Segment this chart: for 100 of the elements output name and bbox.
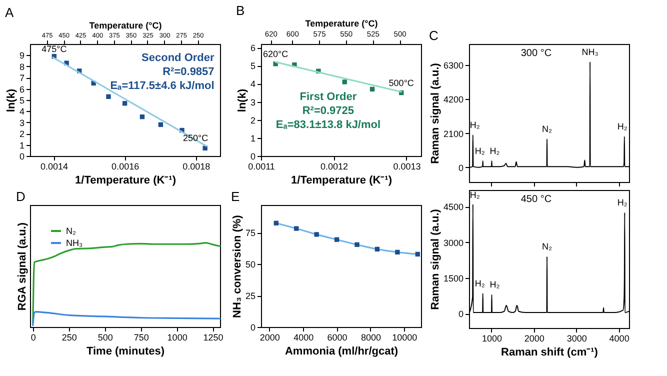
point [370,86,375,92]
annotation: H₂ [470,190,480,200]
y-axis-title: Raman signal (a.u.) [429,208,442,310]
x-axis-title: 1/Temperature (K⁻¹) [75,174,176,186]
x-tick-label: 2000 [260,332,280,342]
annotation: Second Order [142,52,216,64]
x-axis-title: Ammonia (ml/hr/gcat) [284,346,398,358]
x-tick-label: 250 [62,332,77,342]
legend-label: NH₃ [66,238,83,248]
annotation: H₂ [617,122,628,132]
y-tick-label: 0 [250,322,256,332]
point [158,122,164,127]
point [314,232,319,237]
y-tick-label: 6 [19,84,24,94]
x-tick-label: 0.0016 [112,162,140,172]
annotation: 500°C [388,78,414,88]
x-tick-label: 750 [134,332,149,342]
y-tick-label: 0 [19,152,24,162]
x-tick-label: 0 [30,332,36,342]
annotation: H₂ [474,278,486,288]
annotation: Eₐ=83.1±13.8 kJ/mol [276,119,381,132]
x-tick-label: 0.0011 [248,162,275,172]
point [202,146,208,151]
y-tick-label: 5 [250,61,256,72]
x-tick-label: 1000 [167,332,188,342]
y-tick-label: 1 [19,140,24,150]
annotation: R²=0.9857 [162,66,214,78]
y-tick-label: 1500 [443,274,464,284]
chart-title: C [428,28,438,43]
y-tick-label: 2100 [443,128,464,139]
y-tick-label: 4500 [443,202,464,212]
point [415,252,420,257]
annotation: H₂ [474,146,486,156]
y-tick-label: 4200 [443,94,464,105]
x-tick-label: 6000 [327,332,348,342]
annotation: 620°C [262,48,289,59]
x-axis-title: Raman shift (cm⁻¹) [501,346,598,358]
chart-title: E [230,189,240,204]
x-tick-label: 4000 [609,334,630,344]
y-tick-label: 3 [250,97,256,108]
y-tick-label: 3 [19,118,24,128]
point [354,242,360,247]
annotation: H₂ [617,198,628,208]
x2-axis-title: Temperature (°C) [89,20,162,30]
y-tick-label: 0 [250,152,256,162]
annotation: NH₃ [582,46,599,57]
annotation: H₂ [470,120,480,130]
x-tick-label: 1000 [482,334,502,344]
annotation: First Order [300,91,358,104]
x-tick-label: 2000 [524,334,544,344]
x-tick-label: 8000 [360,332,381,342]
annotation: N₂ [542,242,553,252]
y-tick-label: 6 [250,43,256,54]
y-tick-label: 75 [245,228,256,238]
y-tick-label: 50 [245,260,256,270]
y-tick-label: 4 [250,79,256,90]
x-tick-label: 1250 [203,332,224,342]
y-axis-title: Raman signal (a.u.) [429,62,442,164]
annotation: Eₐ=117.5±4.6 kJ/mol [110,80,214,92]
annotation: 450 °C [520,194,552,206]
y-tick-label: 0 [458,309,464,320]
point [274,220,279,226]
point [374,246,380,252]
annotation: H₂ [490,146,500,156]
annotation: N₂ [542,124,553,134]
x-tick-label: 0.0012 [320,162,348,172]
point [140,114,145,120]
y-tick-label: 6300 [443,60,464,71]
x-axis-title: Time (minutes) [86,346,165,358]
y-tick-label: 5 [19,96,24,106]
point [122,101,128,106]
x-tick-label: 4000 [294,332,314,342]
y-tick-label: 8 [19,62,24,72]
annotation: 300 °C [520,48,552,60]
chart-title: D [16,189,26,204]
y-tick-label: 25 [245,291,256,302]
annotation: 250°C [182,133,209,144]
x2-axis-title: Temperature (°C) [305,18,378,28]
y-axis-title: ln(k) [236,88,248,112]
y-tick-label: 1 [250,133,256,144]
x-tick-label: 3000 [566,334,587,344]
y-axis-title: ln(k) [5,88,18,112]
y-tick-label: 7 [19,73,24,84]
y-axis-title: RGA signal (a.u.) [16,222,28,311]
y-tick-label: 9 [19,50,24,61]
point [294,226,299,231]
legend-label: N₂ [66,226,76,236]
x-tick-label: 500 [98,332,113,342]
y-axis-title: NH₃ conversion (%) [231,214,244,318]
y-tick-label: 3000 [443,238,464,248]
chart-title: A [4,5,14,20]
annotation: H₂ [490,280,500,290]
x-tick-label: 10000 [392,332,418,342]
x-tick-label: 0.0013 [393,162,421,172]
annotation: 475°C [42,44,68,54]
y-tick-label: 2 [250,115,256,126]
y-tick-label: 2 [19,129,24,140]
point [334,237,340,242]
x-tick-label: 0.0014 [40,162,68,172]
x-tick-label: 0.0018 [182,162,210,172]
